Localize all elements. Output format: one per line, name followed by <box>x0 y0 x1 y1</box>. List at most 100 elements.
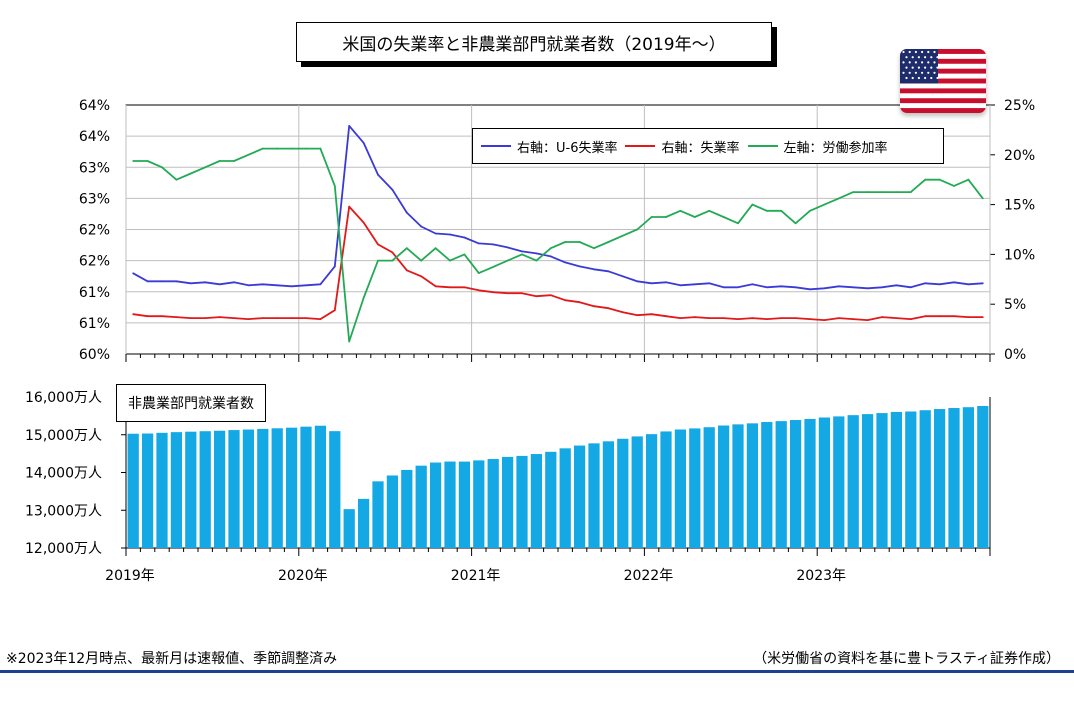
series-line-0 <box>132 125 983 291</box>
series-2-point <box>261 147 264 150</box>
legend-item-u6: 右軸：U-6失業率 <box>481 137 617 156</box>
right-axis-tick-label: 15% <box>1004 198 1035 214</box>
employment-bar <box>458 461 471 548</box>
series-2-point <box>780 209 783 212</box>
employment-bar <box>185 431 197 548</box>
series-0-point <box>866 287 869 290</box>
series-1-point <box>809 318 811 321</box>
series-2-point <box>391 259 394 262</box>
series-1-point <box>636 314 639 317</box>
flag-star <box>908 50 911 54</box>
employment-bar <box>501 456 514 548</box>
series-1-point <box>564 299 567 302</box>
flag-star <box>927 61 930 64</box>
series-0-point <box>319 283 322 286</box>
bar-y-tick-label: 14,000万人 <box>25 466 102 482</box>
employment-bar <box>141 433 154 548</box>
employment-bar <box>228 430 240 548</box>
employment-bar <box>242 429 255 548</box>
flag-star <box>911 56 914 59</box>
employment-bar <box>717 425 730 548</box>
employment-bar <box>905 411 917 548</box>
series-2-point <box>650 216 653 218</box>
series-0-point <box>348 125 351 127</box>
employment-bar <box>789 420 802 548</box>
employment-bar <box>170 432 183 548</box>
series-1-point <box>506 292 509 295</box>
series-0-point <box>449 233 451 236</box>
flag-stripe <box>900 58 986 65</box>
series-2-point <box>405 247 408 250</box>
employment-bar <box>213 430 226 548</box>
series-2-point <box>549 247 552 250</box>
flag-stripe <box>900 83 986 89</box>
series-1-point <box>794 317 797 320</box>
x-axis-year-label: 2023年 <box>796 568 846 584</box>
flag-star <box>924 56 927 59</box>
series-1-point <box>823 319 826 322</box>
flag-stripe <box>900 103 986 109</box>
series-2-point <box>765 209 768 212</box>
series-1-point <box>333 309 336 312</box>
series-0-point <box>276 284 279 287</box>
series-1-point <box>261 317 264 320</box>
series-2-point <box>665 216 667 218</box>
series-2-point <box>492 265 495 268</box>
left-axis-tick-label: 61% <box>79 285 110 301</box>
employment-bar <box>689 428 701 548</box>
series-0-point <box>434 232 437 235</box>
flag-star <box>908 71 911 74</box>
series-0-point <box>607 270 610 273</box>
series-2-point <box>175 178 178 181</box>
series-1-point <box>650 313 653 316</box>
series-1-point <box>967 316 970 319</box>
series-2-point <box>477 272 480 274</box>
series-0-point <box>621 275 624 278</box>
series-0-point <box>809 288 811 291</box>
employment-bar <box>530 454 543 548</box>
series-2-point <box>722 216 725 218</box>
series-1-point <box>290 317 293 320</box>
series-0-point <box>765 286 768 289</box>
series-2-point <box>967 178 970 181</box>
flag-star <box>908 61 911 64</box>
flag-star <box>927 71 930 74</box>
series-2-point <box>218 160 221 162</box>
series-2-point <box>751 203 754 206</box>
right-axis-tick-label: 0% <box>1004 347 1026 363</box>
right-axis-tick-label: 20% <box>1004 148 1035 164</box>
series-1-point <box>981 316 984 319</box>
flag-star <box>914 50 917 54</box>
bar-y-tick-label: 13,000万人 <box>25 503 102 519</box>
series-0-point <box>521 250 523 253</box>
series-1-point <box>881 316 883 319</box>
bar-chart-label: 非農業部門就業者数 <box>116 384 266 422</box>
series-0-point <box>722 286 725 289</box>
series-0-point <box>377 173 379 176</box>
series-1-point <box>938 315 941 318</box>
employment-bar <box>429 462 442 548</box>
series-0-point <box>837 285 840 288</box>
series-1-point <box>161 315 163 318</box>
employment-bar <box>401 469 413 548</box>
series-1-point <box>377 243 379 246</box>
flag-star <box>902 61 905 64</box>
series-0-point <box>189 282 192 285</box>
employment-bar <box>645 434 658 548</box>
series-2-point <box>794 222 797 225</box>
series-2-point <box>809 209 811 212</box>
series-0-point <box>175 280 178 283</box>
flag-stripe <box>900 108 986 113</box>
footnote-source: （米労働省の資料を基に豊トラスティ証券作成） <box>753 651 1060 667</box>
series-1-point <box>434 285 437 288</box>
series-2-point <box>737 222 739 225</box>
employment-bar <box>257 428 269 548</box>
series-1-point <box>924 315 927 318</box>
series-1-point <box>189 317 192 320</box>
series-0-point <box>290 285 293 288</box>
series-1-point <box>535 295 538 298</box>
series-2-point <box>679 209 682 212</box>
series-0-point <box>535 252 538 255</box>
series-2-point <box>837 197 840 200</box>
legend-swatch-participation <box>747 145 778 147</box>
